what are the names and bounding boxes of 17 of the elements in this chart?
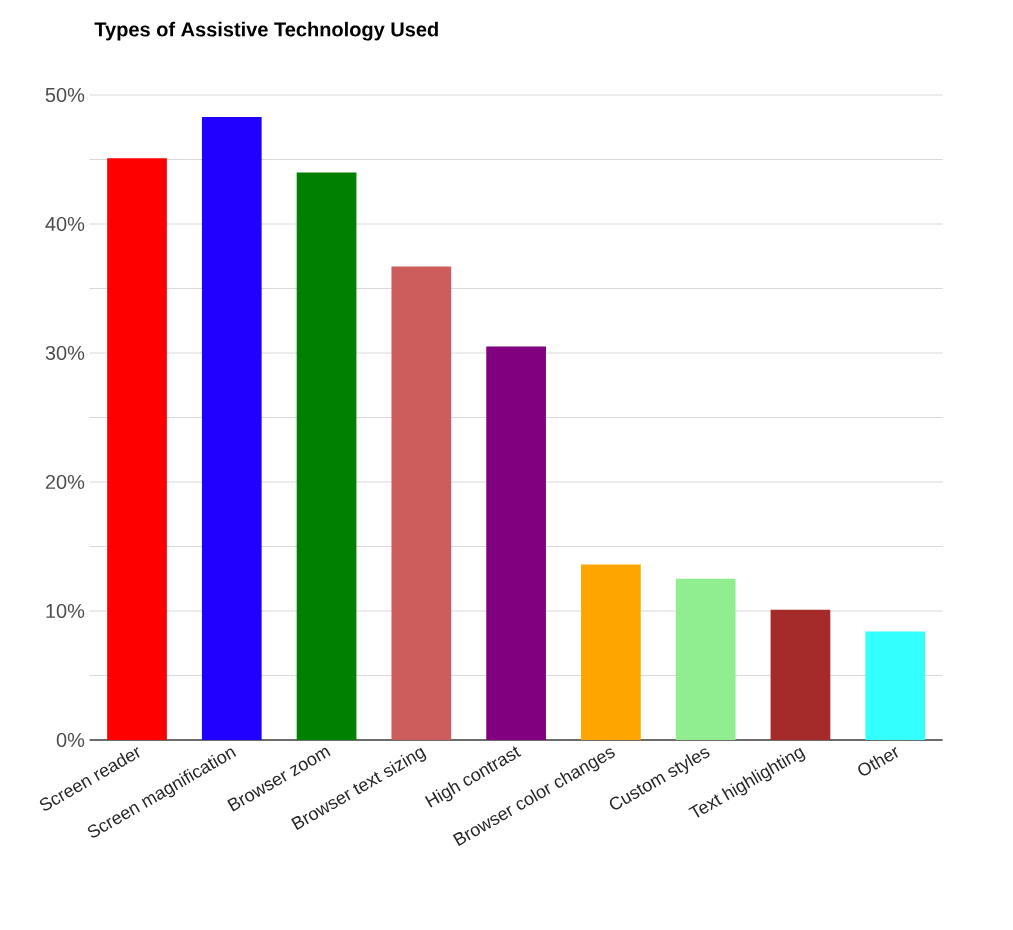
bar [107,158,167,740]
bar [486,346,546,740]
x-tick-label: Other [858,747,898,776]
bar [296,172,357,740]
y-tick-label: 10% [46,603,85,619]
bar [865,631,926,740]
y-tick-label: 20% [45,474,85,490]
y-tick-label: 0% [56,732,85,748]
y-tick-label: 40% [45,216,85,232]
chart-title: Types of Assistive Technology Used [94,21,438,41]
y-tick-label: 50% [45,87,85,103]
bar [770,609,831,740]
bar [391,266,452,740]
y-tick-label: 30% [45,345,85,361]
bar [675,578,736,740]
bar [581,564,641,740]
bar [201,116,262,740]
